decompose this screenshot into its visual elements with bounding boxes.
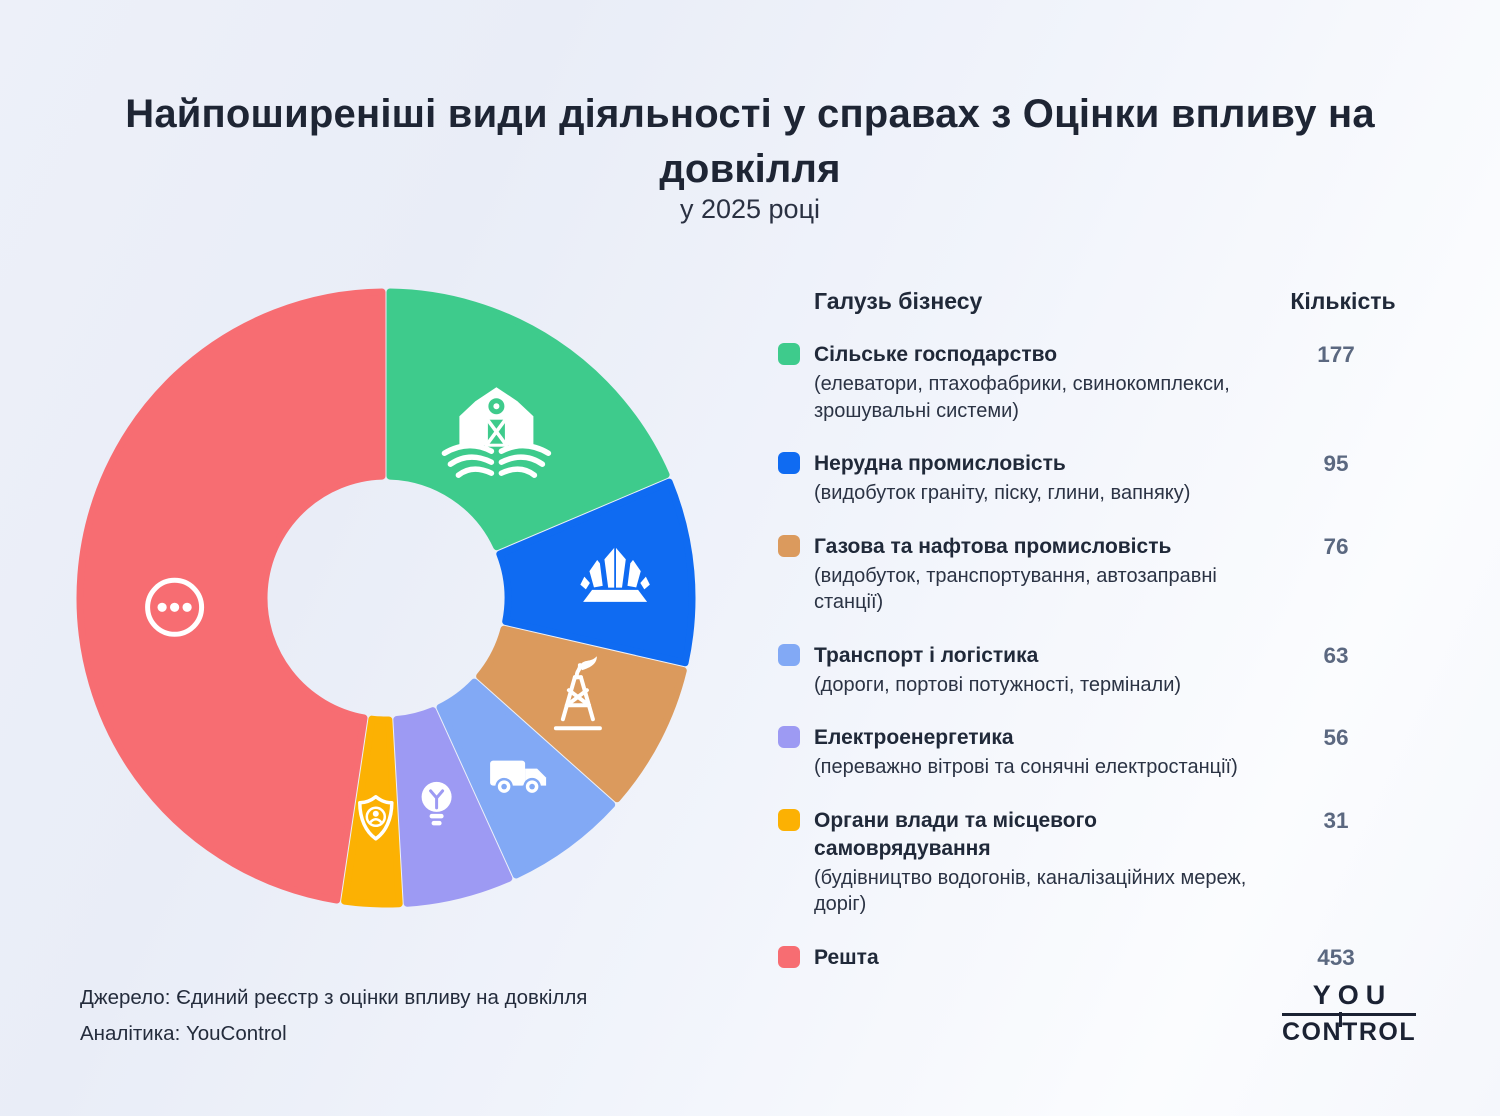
legend-item: Транспорт і логістика (дороги, портові по… — [778, 642, 1418, 699]
minerals-icon — [577, 542, 653, 602]
logo-control-text: CONTROL — [1282, 1018, 1417, 1046]
legend-item: Органи влади та місцевого самоврядування… — [778, 807, 1418, 918]
analytics-note: Аналітика: YouControl — [80, 1022, 287, 1045]
donut-segment-6 — [76, 288, 386, 904]
donut-segment-2 — [476, 625, 687, 803]
legend-swatch — [778, 452, 800, 475]
legend-item-text: Сільське господарство (елеватори, птахофа… — [814, 341, 1254, 424]
legend-item: Сільське господарство (елеватори, птахофа… — [778, 341, 1418, 424]
legend-item-value: 56 — [1323, 725, 1349, 751]
legend-item-label: Нерудна промисловість — [814, 452, 1066, 476]
legend-item-text: Органи влади та місцевого самоврядування… — [814, 807, 1254, 918]
legend-item-label: Газова та нафтова промисловість — [814, 534, 1172, 558]
legend-item-label: Решта — [814, 945, 879, 969]
legend-item-value: 76 — [1323, 533, 1349, 559]
donut-segment-5 — [341, 715, 403, 908]
legend-item-label: Електроенергетика — [814, 726, 1014, 750]
truck-icon — [490, 760, 547, 796]
more-icon — [145, 577, 205, 637]
legend-item-label: Транспорт і логістика — [814, 643, 1039, 667]
source-note: Джерело: Єдиний реєстр з оцінки впливу н… — [80, 986, 588, 1009]
legend-item-label: Сільське господарство — [814, 343, 1058, 366]
donut-segment-4 — [393, 707, 513, 907]
legend-item-value: 95 — [1323, 451, 1349, 477]
oil-derrick-icon — [553, 656, 602, 731]
legend-item-desc: (будівництво водогонів, каналізаційних м… — [814, 866, 1247, 916]
page-title: Найпоширеніші види діяльності у справах … — [125, 91, 1375, 191]
legend-table: Галузь бізнесу Кількість Сільське господ… — [778, 288, 1418, 998]
logo-rule — [1282, 1012, 1416, 1027]
legend-item-text: Решта — [814, 944, 1254, 972]
legend-swatch — [778, 945, 800, 968]
legend-swatch — [778, 808, 800, 831]
legend-header: Галузь бізнесу Кількість — [778, 288, 1418, 315]
farm-icon — [441, 387, 552, 478]
legend-item-desc: (видобуток, транспортування, автозаправн… — [814, 564, 1217, 614]
donut-chart — [76, 288, 696, 908]
legend-item-text: Електроенергетика (переважно вітрові та с… — [814, 724, 1254, 781]
legend-swatch — [778, 343, 800, 365]
legend-header-industry: Галузь бізнесу — [814, 288, 983, 314]
legend-item-label: Органи влади та місцевого самоврядування — [814, 808, 1097, 860]
legend-item: Нерудна промисловість (видобуток граніту,… — [778, 450, 1418, 507]
legend-item-value: 63 — [1323, 642, 1349, 668]
legend-item-value: 177 — [1317, 342, 1355, 367]
legend-item: Решта 453 — [778, 944, 1418, 972]
lightbulb-icon — [421, 781, 452, 826]
legend-item-desc: (переважно вітрові та сонячні електроста… — [814, 756, 1238, 779]
legend-items: Сільське господарство (елеватори, птахофа… — [778, 341, 1418, 972]
legend-item: Газова та нафтова промисловість (видобуто… — [778, 533, 1418, 616]
legend-item-desc: (видобуток граніту, піску, глини, вапняк… — [814, 482, 1191, 505]
logo-you-text: YOU — [1312, 980, 1393, 1010]
legend-item: Електроенергетика (переважно вітрові та с… — [778, 724, 1418, 781]
legend-item-text: Газова та нафтова промисловість (видобуто… — [814, 533, 1254, 616]
legend-swatch — [778, 726, 800, 749]
legend-item-value: 31 — [1323, 807, 1349, 833]
logo-t-stem — [1339, 1012, 1342, 1027]
legend-item-value: 453 — [1317, 944, 1355, 970]
shield-person-icon — [358, 795, 394, 841]
legend-item-desc: (елеватори, птахофабрики, свинокомплекси… — [814, 372, 1230, 422]
page-subtitle: у 2025 році — [679, 194, 821, 224]
legend-header-count: Кількість — [1290, 288, 1396, 314]
legend-item-text: Транспорт і логістика (дороги, портові по… — [814, 642, 1254, 699]
legend-item-desc: (дороги, портові потужності, термінали) — [814, 673, 1182, 696]
legend-swatch — [778, 534, 800, 557]
legend-swatch — [778, 643, 800, 666]
youcontrol-logo: YOU CONTROL — [1282, 982, 1416, 1045]
legend-item-text: Нерудна промисловість (видобуток граніту,… — [814, 450, 1254, 507]
